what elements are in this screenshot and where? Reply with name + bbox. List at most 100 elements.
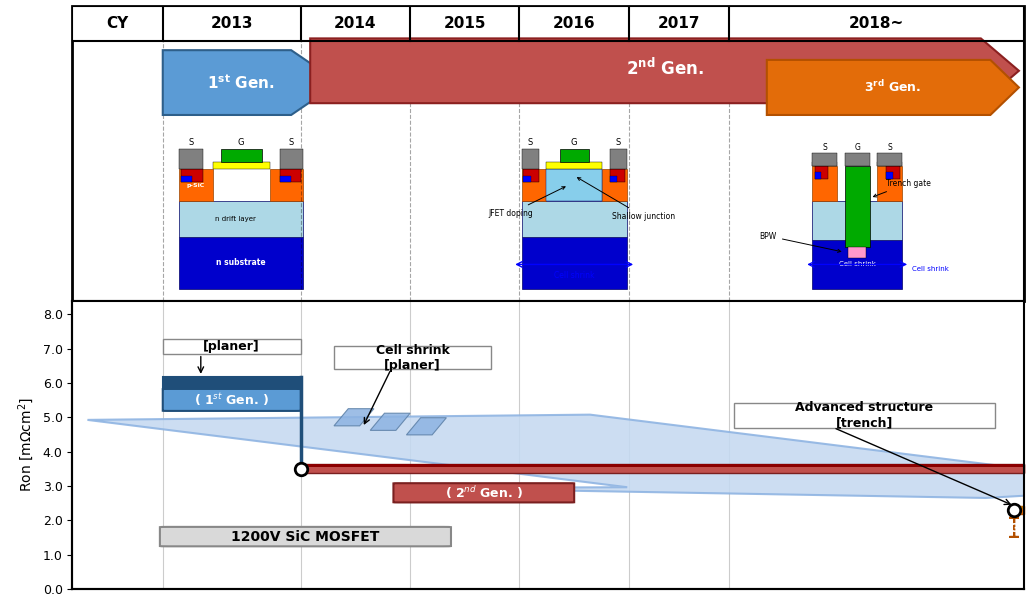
Bar (610, 169, 626, 183)
Text: 2017: 2017 (658, 16, 700, 31)
Bar (812, 153, 838, 166)
FancyBboxPatch shape (393, 483, 574, 502)
Bar (603, 169, 627, 201)
Bar (522, 237, 627, 288)
Text: D: D (854, 300, 860, 309)
Bar (877, 166, 903, 201)
Bar (877, 162, 903, 166)
Text: Shallow junction: Shallow junction (578, 178, 675, 221)
Polygon shape (162, 50, 339, 115)
Bar (546, 162, 603, 169)
Text: [planer]: [planer] (204, 340, 261, 353)
Text: 2018~: 2018~ (849, 16, 904, 31)
Text: BPW: BPW (760, 231, 841, 252)
FancyBboxPatch shape (162, 339, 301, 354)
Bar (279, 148, 303, 169)
Bar (610, 175, 617, 183)
Bar (180, 237, 303, 288)
Bar (162, 377, 301, 389)
Text: S: S (822, 143, 827, 152)
Bar (180, 201, 303, 237)
Bar (279, 175, 291, 183)
Bar (812, 240, 903, 288)
Text: Cell shrink: Cell shrink (839, 261, 876, 267)
FancyBboxPatch shape (160, 527, 451, 546)
Text: D: D (571, 300, 577, 309)
Text: S: S (887, 143, 892, 152)
Bar (221, 148, 262, 162)
FancyArrow shape (88, 415, 1034, 498)
Polygon shape (370, 413, 410, 430)
FancyBboxPatch shape (733, 403, 995, 428)
Text: 2014: 2014 (334, 16, 376, 31)
Text: G: G (854, 143, 860, 152)
Bar (180, 169, 213, 201)
Text: 3$^\mathbf{rd}$ Gen.: 3$^\mathbf{rd}$ Gen. (864, 79, 921, 96)
Bar (522, 148, 539, 169)
Text: ( 1$^{st}$ Gen. ): ( 1$^{st}$ Gen. ) (194, 392, 269, 408)
Bar (812, 201, 903, 240)
Polygon shape (767, 60, 1018, 115)
FancyBboxPatch shape (162, 389, 301, 411)
Text: S: S (615, 138, 620, 147)
Bar (1014, 505, 1024, 508)
Bar (213, 162, 270, 169)
Text: G: G (238, 138, 244, 147)
Bar (301, 465, 1024, 473)
FancyBboxPatch shape (1009, 517, 1018, 537)
Bar (845, 153, 870, 166)
Text: n drift layer: n drift layer (215, 216, 255, 222)
Bar (610, 148, 627, 169)
Text: JFET doping: JFET doping (488, 187, 565, 218)
Text: CY: CY (107, 16, 128, 31)
Bar (180, 148, 203, 169)
Bar (181, 169, 203, 183)
Text: ( 3$^{rd}$ Gen. ): ( 3$^{rd}$ Gen. ) (976, 519, 1034, 535)
Polygon shape (334, 409, 374, 426)
Text: 2$^\mathbf{nd}$ Gen.: 2$^\mathbf{nd}$ Gen. (626, 57, 703, 79)
Text: 1$^\mathbf{st}$ Gen.: 1$^\mathbf{st}$ Gen. (208, 73, 275, 92)
Text: ( 2$^{nd}$ Gen. ): ( 2$^{nd}$ Gen. ) (445, 484, 523, 501)
Bar (812, 166, 838, 201)
Text: Trench gate: Trench gate (874, 179, 931, 197)
Text: p-SiC: p-SiC (187, 183, 205, 188)
Text: Cell shrink: Cell shrink (554, 271, 595, 280)
Polygon shape (310, 38, 1018, 103)
Text: 2015: 2015 (444, 16, 486, 31)
Bar (181, 175, 192, 183)
Bar (845, 166, 870, 246)
Bar (270, 169, 303, 201)
Text: D: D (238, 300, 244, 309)
Text: n substrate: n substrate (216, 258, 266, 267)
Bar (812, 162, 838, 166)
Bar (886, 166, 900, 179)
Bar (279, 169, 301, 183)
Text: G: G (571, 138, 577, 147)
Bar (523, 169, 539, 183)
Bar (301, 465, 1024, 468)
Text: Advanced structure
[trench]: Advanced structure [trench] (795, 401, 934, 429)
Text: S: S (188, 138, 193, 147)
Text: 2013: 2013 (211, 16, 253, 31)
Bar (522, 201, 627, 237)
Text: S: S (288, 138, 294, 147)
Polygon shape (406, 418, 447, 435)
Text: S: S (527, 138, 533, 147)
Text: 1200V SiC MOSFET: 1200V SiC MOSFET (232, 529, 379, 544)
Bar (886, 172, 893, 179)
Bar (1014, 505, 1024, 514)
Bar (848, 246, 866, 258)
Bar (815, 172, 821, 179)
Bar (522, 169, 546, 201)
Y-axis label: Ron [m$\Omega$cm$^2$]: Ron [m$\Omega$cm$^2$] (16, 397, 36, 492)
FancyBboxPatch shape (334, 346, 491, 370)
Text: 2016: 2016 (553, 16, 596, 31)
Bar (815, 166, 828, 179)
Bar (523, 175, 530, 183)
Text: Cell shrink
[planer]: Cell shrink [planer] (375, 344, 450, 371)
Bar (559, 148, 588, 162)
Bar (877, 153, 903, 166)
Text: Cell shrink: Cell shrink (912, 266, 949, 272)
Bar (72, 6, 1024, 41)
Bar (546, 169, 603, 201)
